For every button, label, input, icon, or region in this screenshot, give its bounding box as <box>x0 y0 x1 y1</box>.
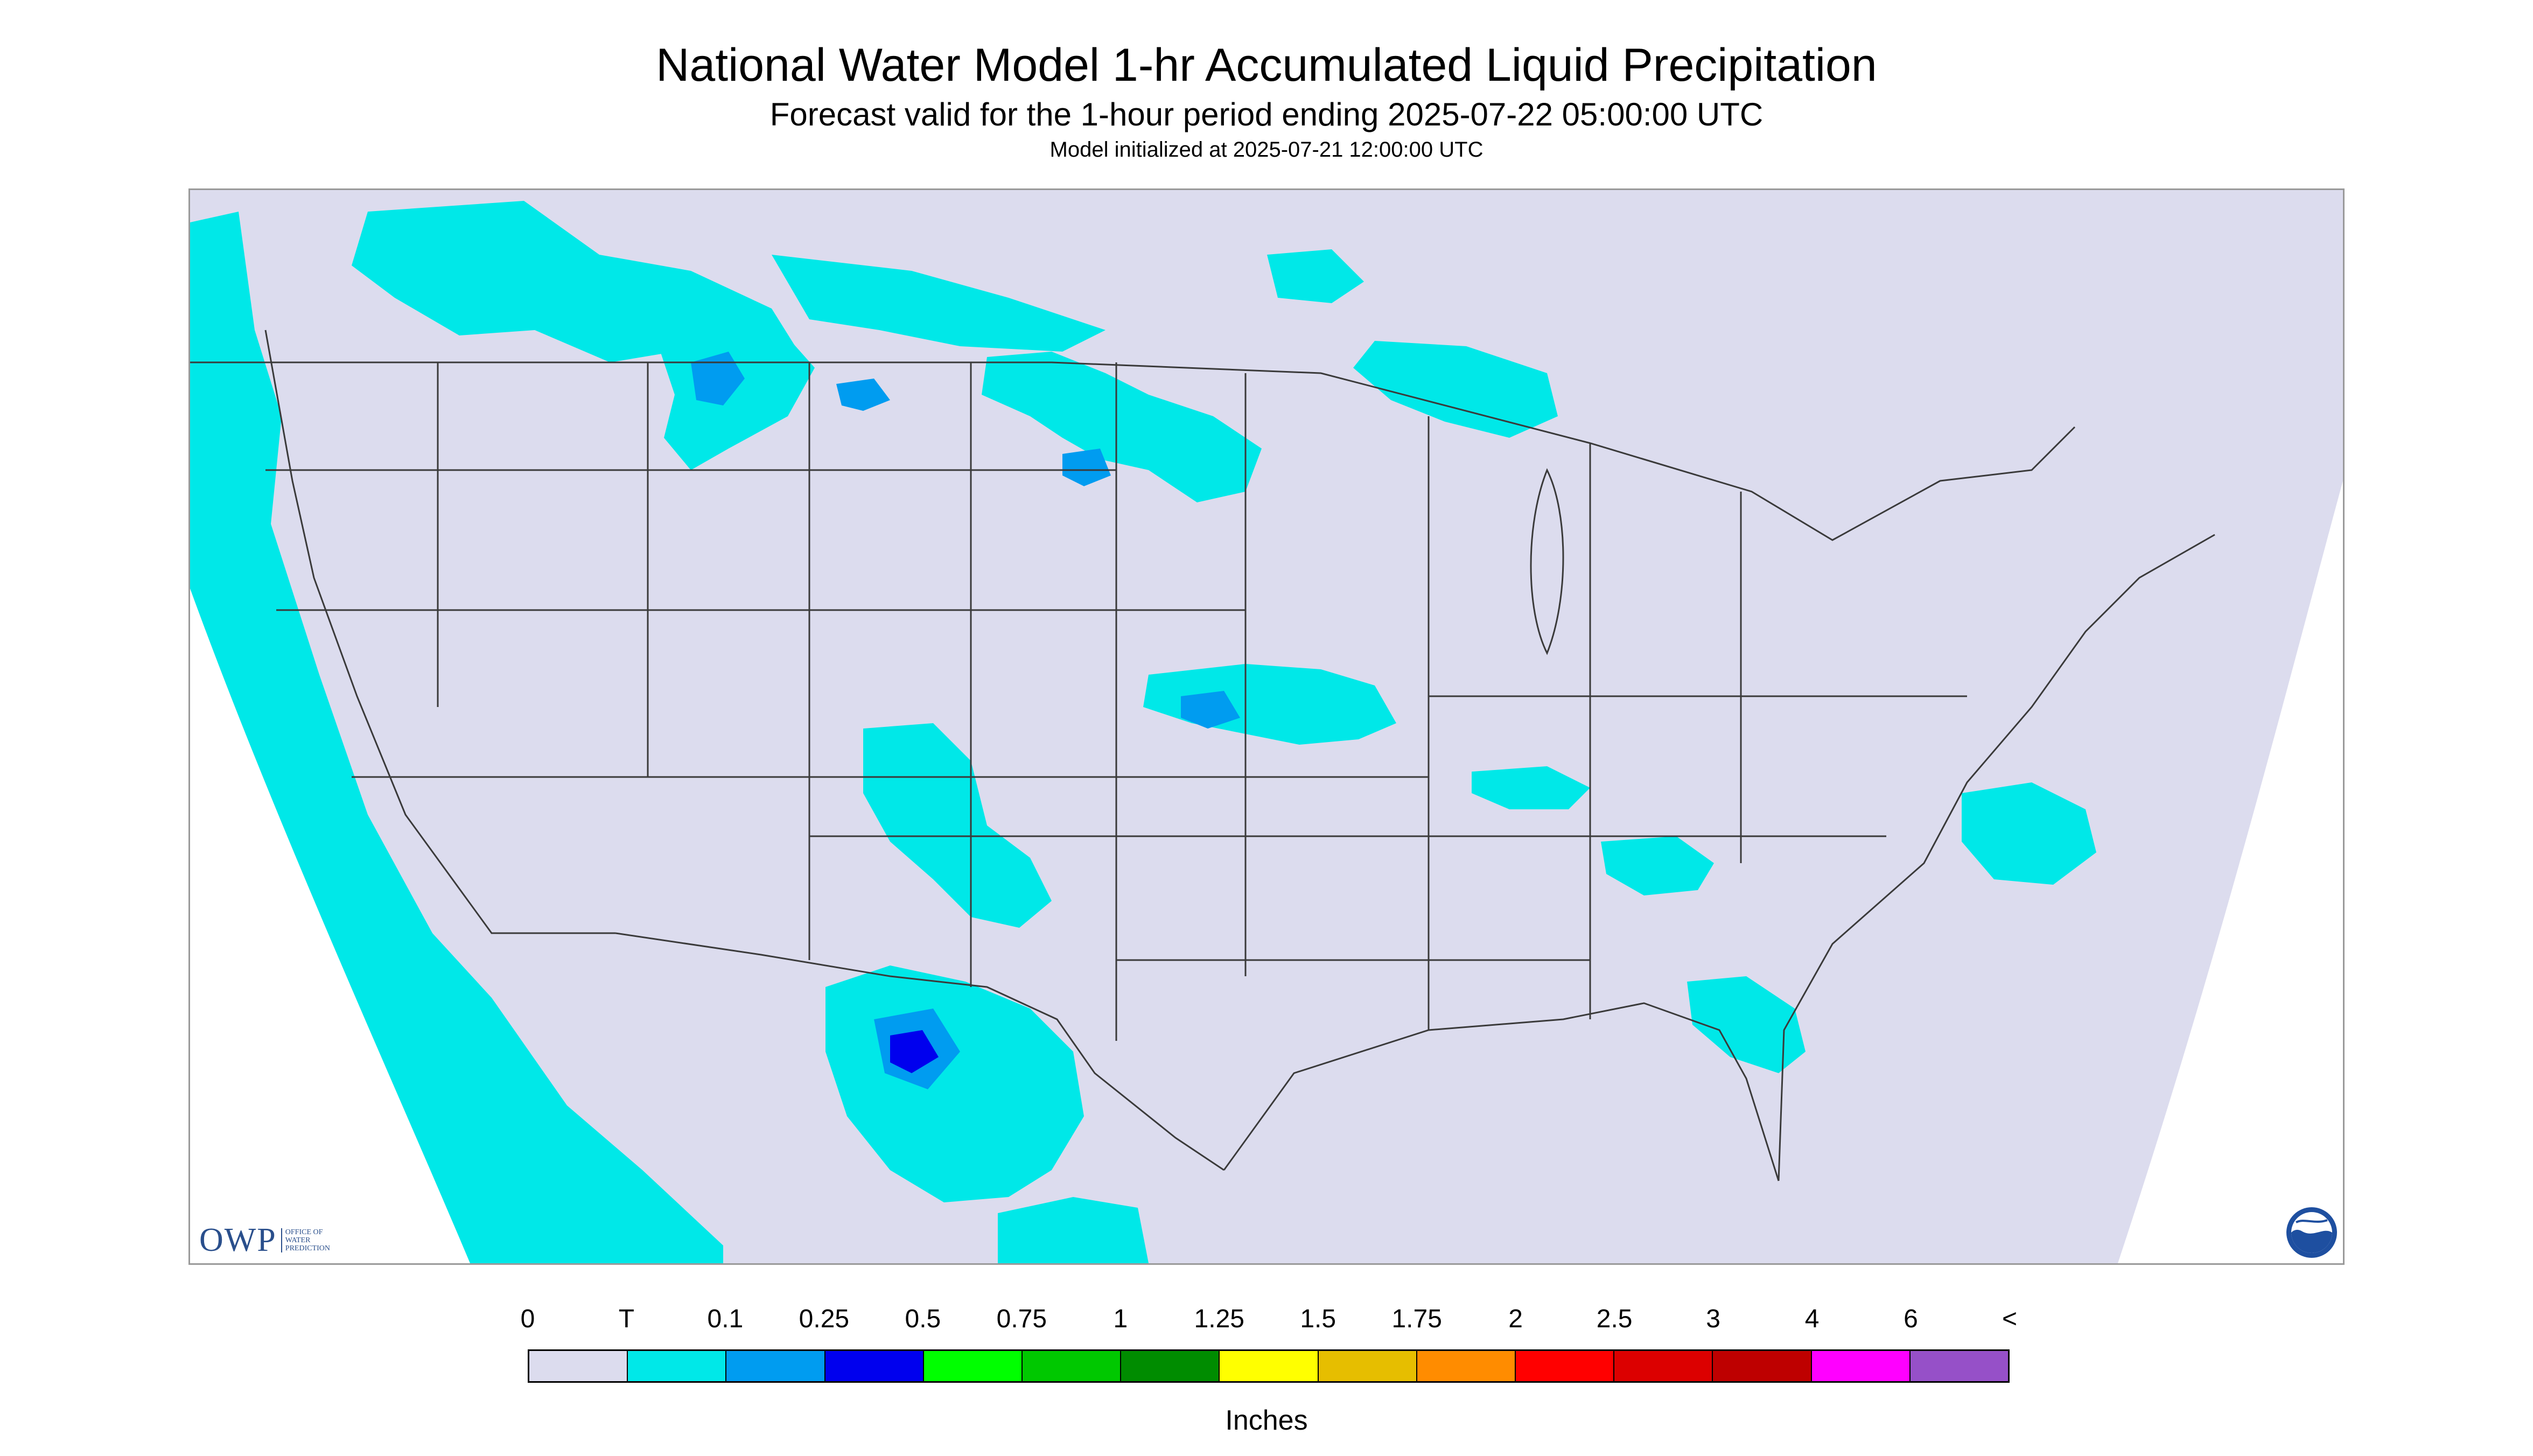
legend-tick-label: 0 <box>520 1305 535 1333</box>
legend-swatch <box>923 1351 1023 1381</box>
legend-swatch <box>1417 1351 1516 1381</box>
legend-swatch <box>726 1351 825 1381</box>
model-init-line: Model initialized at 2025-07-21 12:00:00… <box>1049 138 1484 162</box>
legend-tick-label: 0.75 <box>996 1305 1047 1333</box>
precip-area-canada-central <box>772 255 1105 352</box>
canada-us-border <box>190 361 2076 541</box>
border-lines <box>190 330 2215 1181</box>
precip-area-atlantic <box>1962 782 2096 885</box>
legend-tick-label: 1.25 <box>1194 1305 1244 1333</box>
map-canvas <box>190 190 2343 1263</box>
page-title: National Water Model 1-hr Accumulated Li… <box>656 39 1877 91</box>
legend-swatch <box>628 1351 727 1381</box>
legend-tick-label: 6 <box>1904 1305 1918 1333</box>
gulf-coast <box>1223 1002 1780 1181</box>
owp-subtitle: OFFICE OF WATER PREDICTION <box>281 1228 345 1252</box>
precip-area-montana <box>653 319 815 470</box>
legend-swatch <box>1910 1351 2009 1381</box>
legend-tick-label: 0.25 <box>799 1305 850 1333</box>
legend-color-bar <box>528 1349 2010 1383</box>
precip-area-mexico-south <box>998 1197 1149 1263</box>
legend-tick-label: 1.5 <box>1300 1305 1337 1333</box>
precip-area-four-corners <box>863 723 1052 928</box>
legend-tick-label: T <box>618 1305 635 1333</box>
legend-swatch <box>1023 1351 1122 1381</box>
forecast-valid-subtitle: Forecast valid for the 1-hour period end… <box>769 96 1764 132</box>
legend-tick-label: 1 <box>1113 1305 1128 1333</box>
legend-swatch <box>1318 1351 1417 1381</box>
owp-wordmark: OWP <box>199 1221 277 1258</box>
legend-tick-label: 3 <box>1706 1305 1720 1333</box>
legend-tick-label: < <box>2002 1305 2018 1333</box>
state-lines-horizontal <box>265 469 1967 961</box>
lake-michigan <box>1530 468 1564 655</box>
legend-tick-label: 0.1 <box>707 1305 744 1333</box>
precip-area-pacific <box>190 212 723 1263</box>
atlantic-coast <box>1778 534 2215 1181</box>
legend-tick-label: 0.5 <box>905 1305 941 1333</box>
mexico-us-border <box>615 932 1224 1171</box>
precip-cell-montana <box>691 352 745 405</box>
state-lines-vertical <box>437 362 1742 1041</box>
legend-tick-label: 2.5 <box>1596 1305 1633 1333</box>
legend-swatch <box>1220 1351 1319 1381</box>
owp-logo: OWP OFFICE OF WATER PREDICTION <box>199 1221 345 1259</box>
precip-area-dakotas <box>982 352 1262 502</box>
noaa-seal-icon <box>2285 1206 2338 1259</box>
legend-swatch <box>1811 1351 1911 1381</box>
precip-cell-kansas <box>1181 691 1240 729</box>
precip-area-kentucky <box>1472 766 1590 809</box>
legend-tick-label: 4 <box>1804 1305 1820 1333</box>
precipitation-map <box>188 188 2345 1265</box>
precip-area-quebec <box>1267 249 1364 303</box>
precip-cell-south-dakota <box>1062 449 1111 486</box>
precip-cell-north-dakota <box>836 379 890 411</box>
legend-units: Inches <box>1225 1405 1308 1436</box>
precip-cell-arizona-core <box>890 1030 939 1073</box>
legend-tick-label: 2 <box>1508 1305 1523 1333</box>
legend-swatch <box>1516 1351 1615 1381</box>
legend-swatch <box>1614 1351 1713 1381</box>
precip-area-florida <box>1687 976 1806 1073</box>
legend-swatch <box>825 1351 924 1381</box>
west-coast <box>264 330 615 934</box>
legend-swatch <box>529 1351 628 1381</box>
legend-tick-labels: 0 T 0.1 0.25 0.5 0.75 1 1.25 1.5 1.75 2 2.5 3 4 6 < <box>0 1304 2533 1336</box>
precip-area-great-lakes <box>1353 341 1558 438</box>
precip-area-carolinas <box>1601 836 1714 895</box>
legend-tick-label: 1.75 <box>1391 1305 1442 1333</box>
legend-swatch <box>1121 1351 1220 1381</box>
legend-swatch <box>1713 1351 1812 1381</box>
